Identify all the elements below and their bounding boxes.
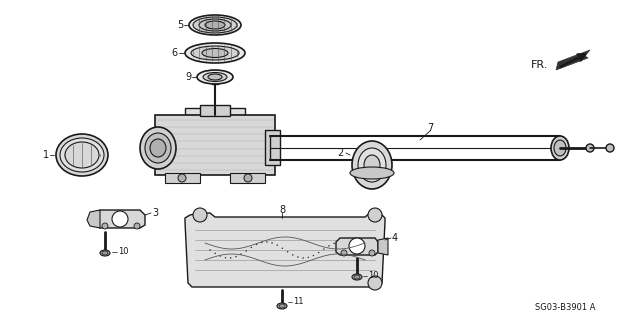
- Text: 9: 9: [185, 72, 191, 82]
- Circle shape: [134, 223, 140, 229]
- Circle shape: [271, 242, 273, 243]
- Ellipse shape: [354, 275, 360, 279]
- Polygon shape: [336, 238, 378, 255]
- Circle shape: [251, 247, 252, 248]
- Ellipse shape: [358, 148, 386, 182]
- Circle shape: [282, 248, 283, 249]
- Ellipse shape: [150, 139, 166, 157]
- Ellipse shape: [203, 72, 227, 81]
- Circle shape: [276, 245, 278, 246]
- Text: 7: 7: [427, 123, 433, 133]
- Polygon shape: [230, 173, 265, 183]
- Circle shape: [193, 208, 207, 222]
- Circle shape: [261, 242, 262, 243]
- Text: 10: 10: [368, 271, 378, 280]
- Ellipse shape: [352, 274, 362, 280]
- Circle shape: [102, 223, 108, 229]
- Ellipse shape: [185, 43, 245, 63]
- Ellipse shape: [193, 17, 237, 33]
- Polygon shape: [155, 115, 275, 175]
- Circle shape: [341, 250, 347, 256]
- Ellipse shape: [586, 144, 594, 152]
- Circle shape: [339, 241, 340, 243]
- Circle shape: [344, 242, 345, 243]
- Ellipse shape: [208, 74, 222, 80]
- Text: 10: 10: [118, 248, 129, 256]
- Circle shape: [606, 144, 614, 152]
- Text: 5: 5: [177, 20, 183, 30]
- Polygon shape: [165, 173, 200, 183]
- Circle shape: [368, 276, 382, 290]
- Ellipse shape: [199, 19, 231, 31]
- Circle shape: [369, 250, 375, 256]
- Circle shape: [328, 245, 330, 246]
- Ellipse shape: [197, 70, 233, 84]
- Text: 8: 8: [279, 205, 285, 215]
- Ellipse shape: [352, 141, 392, 189]
- Polygon shape: [95, 210, 145, 228]
- Circle shape: [292, 254, 293, 255]
- Ellipse shape: [102, 251, 108, 255]
- Circle shape: [368, 208, 382, 222]
- Ellipse shape: [65, 142, 99, 168]
- Ellipse shape: [202, 48, 228, 57]
- Circle shape: [313, 255, 314, 256]
- Ellipse shape: [60, 138, 104, 172]
- Circle shape: [230, 257, 231, 258]
- Circle shape: [266, 241, 268, 242]
- Circle shape: [244, 174, 252, 182]
- Text: 1: 1: [43, 150, 49, 160]
- Circle shape: [349, 243, 350, 244]
- Text: 11: 11: [293, 298, 303, 307]
- Ellipse shape: [551, 136, 569, 160]
- Text: 2: 2: [338, 148, 344, 158]
- Circle shape: [112, 211, 128, 227]
- Text: FR.: FR.: [531, 60, 548, 70]
- Text: 3: 3: [152, 208, 158, 218]
- Circle shape: [323, 249, 324, 250]
- Ellipse shape: [350, 167, 394, 179]
- Polygon shape: [378, 238, 388, 255]
- Circle shape: [209, 249, 211, 250]
- Circle shape: [349, 238, 365, 254]
- Ellipse shape: [100, 250, 110, 256]
- Ellipse shape: [56, 134, 108, 176]
- Ellipse shape: [277, 303, 287, 309]
- Circle shape: [256, 244, 257, 245]
- Text: 6: 6: [172, 48, 178, 58]
- Ellipse shape: [189, 15, 241, 35]
- Ellipse shape: [279, 304, 285, 308]
- Ellipse shape: [205, 21, 225, 29]
- Circle shape: [214, 253, 216, 254]
- Ellipse shape: [145, 133, 171, 163]
- Ellipse shape: [554, 140, 566, 156]
- Polygon shape: [200, 105, 230, 116]
- Ellipse shape: [191, 46, 239, 60]
- Polygon shape: [185, 108, 245, 115]
- Ellipse shape: [140, 127, 176, 169]
- Polygon shape: [87, 210, 100, 228]
- Polygon shape: [556, 50, 590, 70]
- Ellipse shape: [364, 155, 380, 175]
- Circle shape: [225, 257, 226, 258]
- Circle shape: [318, 252, 319, 253]
- Polygon shape: [265, 130, 280, 165]
- Circle shape: [333, 243, 335, 244]
- Text: 4: 4: [392, 233, 398, 243]
- Circle shape: [287, 251, 288, 252]
- Polygon shape: [185, 213, 385, 287]
- Text: SG03-B3901 A: SG03-B3901 A: [535, 303, 595, 313]
- Circle shape: [178, 174, 186, 182]
